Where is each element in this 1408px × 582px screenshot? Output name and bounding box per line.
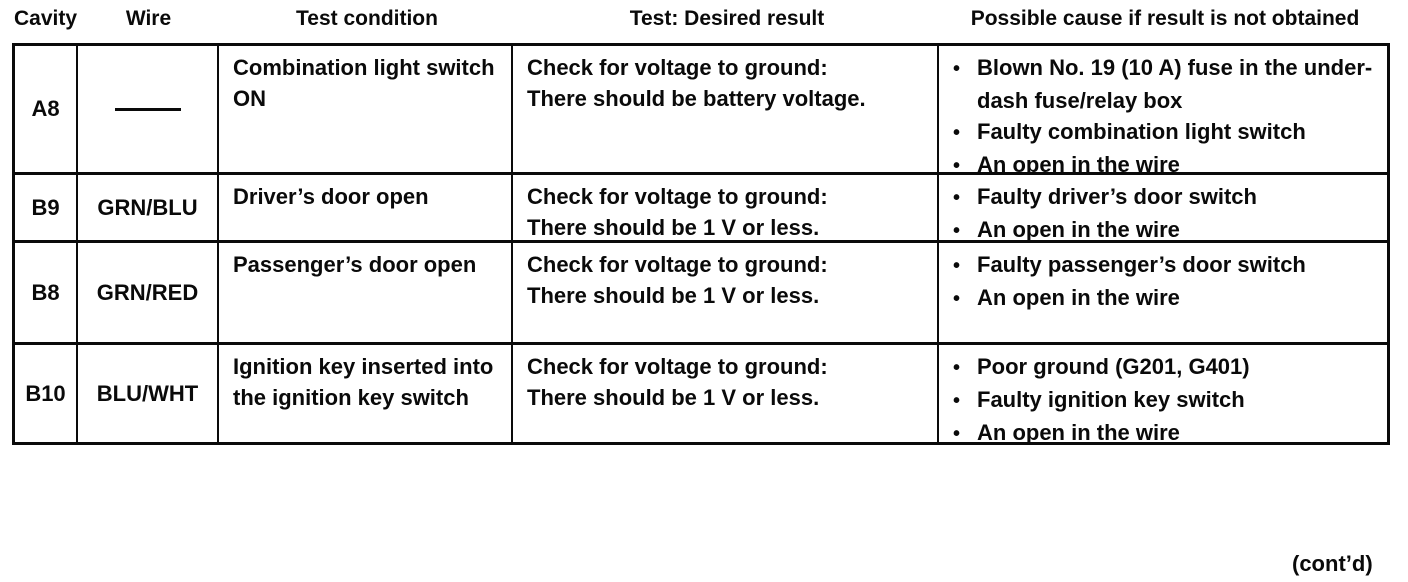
result-line: There should be 1 V or less. [527, 385, 820, 410]
cause-item: Faulty ignition key switch [953, 384, 1379, 417]
result-line: There should be battery voltage. [527, 86, 866, 111]
cavity-cell: B8 [15, 243, 78, 342]
wire-cell: GRN/RED [78, 243, 219, 342]
desired-result-cell: Check for voltage to ground: There should… [513, 175, 939, 240]
column-header-desired-result: Test: Desired result [629, 7, 825, 30]
column-header-wire: Wire [125, 7, 172, 30]
result-line: Check for voltage to ground: [527, 252, 828, 277]
cause-item: Blown No. 19 (10 A) fuse in the under-da… [953, 52, 1379, 116]
possible-cause-cell: Blown No. 19 (10 A) fuse in the under-da… [939, 46, 1387, 172]
table-row: B9 GRN/BLU Driver’s door open Check for … [15, 175, 1387, 243]
cavity-cell: B10 [15, 345, 78, 442]
result-line: Check for voltage to ground: [527, 184, 828, 209]
cause-item: An open in the wire [953, 417, 1379, 442]
cause-item: Faulty driver’s door switch [953, 181, 1379, 214]
cause-item: An open in the wire [953, 214, 1379, 240]
column-header-cavity: Cavity [14, 7, 78, 30]
possible-cause-cell: Poor ground (G201, G401)Faulty ignition … [939, 345, 1387, 442]
cavity-cell: A8 [15, 46, 78, 172]
desired-result-cell: Check for voltage to ground: There should… [513, 345, 939, 442]
result-line: Check for voltage to ground: [527, 354, 828, 379]
cause-item: Faulty combination light switch [953, 116, 1379, 149]
table-column-headers: Cavity Wire Test condition Test: Desired… [12, 5, 1390, 33]
result-line: Check for voltage to ground: [527, 55, 828, 80]
test-condition-cell: Ignition key inserted into the ignition … [219, 345, 513, 442]
wire-cell: GRN/BLU [78, 175, 219, 240]
possible-cause-cell: Faulty passenger’s door switchAn open in… [939, 243, 1387, 342]
cause-item: An open in the wire [953, 149, 1379, 172]
contd-label: (cont’d) [1292, 551, 1373, 576]
table-row: B8 GRN/RED Passenger’s door open Check f… [15, 243, 1387, 345]
result-line: There should be 1 V or less. [527, 283, 820, 308]
wire-cell: BLU/WHT [78, 345, 219, 442]
possible-cause-cell: Faulty driver’s door switchAn open in th… [939, 175, 1387, 240]
test-condition-cell: Driver’s door open [219, 175, 513, 240]
test-condition-cell: Passenger’s door open [219, 243, 513, 342]
desired-result-cell: Check for voltage to ground: There should… [513, 243, 939, 342]
cause-item: Faulty passenger’s door switch [953, 249, 1379, 282]
troubleshooting-table: A8 Combination light switch ON Check for… [12, 43, 1390, 445]
test-condition-cell: Combination light switch ON [219, 46, 513, 172]
column-header-test-condition: Test condition [296, 7, 438, 30]
result-line: There should be 1 V or less. [527, 215, 820, 240]
table-row: B10 BLU/WHT Ignition key inserted into t… [15, 345, 1387, 442]
table-row: A8 Combination light switch ON Check for… [15, 46, 1387, 175]
wire-cell [78, 46, 219, 172]
column-header-possible-cause: Possible cause if result is not obtained [970, 7, 1360, 30]
no-wire-dash [114, 107, 181, 111]
cavity-cell: B9 [15, 175, 78, 240]
cause-item: An open in the wire [953, 282, 1379, 315]
desired-result-cell: Check for voltage to ground: There should… [513, 46, 939, 172]
cause-item: Poor ground (G201, G401) [953, 351, 1379, 384]
